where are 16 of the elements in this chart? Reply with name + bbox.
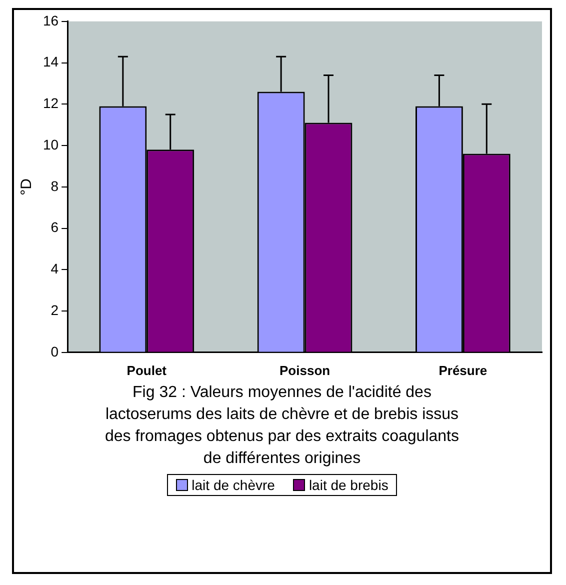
y-axis-title: °D: [18, 178, 36, 196]
x-tick-label: Poisson: [279, 362, 330, 378]
y-tick-label: 16: [42, 12, 59, 28]
y-tick-label: 10: [42, 136, 59, 152]
y-tick-label: 8: [50, 178, 59, 194]
legend-label: lait de brebis: [308, 477, 388, 493]
caption: Fig 32 : Valeurs moyennes de l'acidité des lactoserums des laits de chèvre et de brebis issus des fromages obtenus par des extraits coagulants de différentes origines: [104, 383, 460, 469]
y-tick-label: 12: [42, 95, 59, 112]
y-tick-label: 4: [50, 260, 59, 277]
x-tick-label: Présure: [438, 362, 488, 378]
y-tick-label: 6: [50, 219, 59, 236]
y-tick-label: 14: [42, 54, 59, 70]
y-tick-label: 0: [50, 343, 59, 360]
legend-label: lait de chèvre: [192, 477, 275, 493]
x-tick-label: Poulet: [126, 362, 168, 378]
y-tick-label: 2: [50, 302, 59, 318]
